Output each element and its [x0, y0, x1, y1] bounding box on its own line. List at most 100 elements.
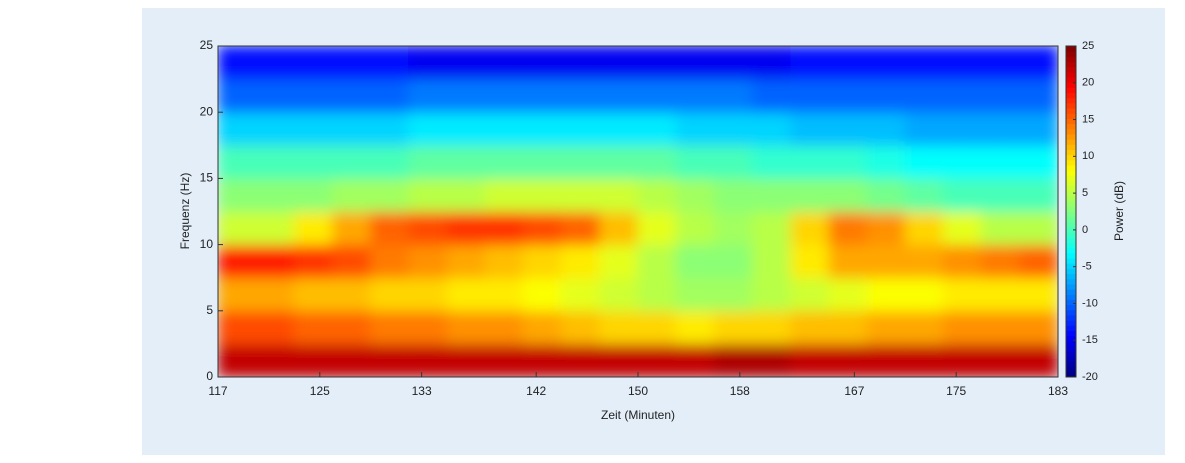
heatmap-cell — [942, 144, 983, 179]
x-tick-label: 175 — [946, 384, 966, 398]
heatmap-cell — [218, 78, 257, 113]
heatmap-cell — [446, 277, 486, 312]
x-tick-label: 125 — [310, 384, 330, 398]
heatmap-cell — [599, 211, 639, 246]
heatmap-cell — [408, 78, 448, 113]
heatmap-cell — [293, 144, 334, 179]
colorbar-step — [1066, 237, 1076, 244]
colorbar-step — [1066, 87, 1076, 94]
colorbar-step — [1066, 206, 1076, 212]
heatmap-cell — [255, 343, 295, 377]
y-tick-label: 0 — [206, 369, 213, 383]
x-tick-label: 117 — [208, 384, 227, 398]
heatmap-cell — [752, 244, 792, 279]
colorbar-step — [1066, 309, 1076, 316]
heatmap-cell — [255, 111, 295, 146]
heatmap-cell — [446, 78, 486, 113]
heatmap-cell — [713, 343, 754, 377]
heatmap-cell — [942, 211, 983, 246]
heatmap-cell — [561, 211, 601, 246]
heatmap-cell — [484, 78, 524, 113]
x-axis-label: Zeit (Minuten) — [601, 408, 675, 422]
heatmap-cell — [408, 111, 448, 146]
colorbar-step — [1066, 92, 1076, 99]
heatmap-cell — [522, 343, 563, 377]
heatmap-cell — [981, 277, 1021, 312]
heatmap-cell — [218, 244, 257, 279]
heatmap-cell — [675, 343, 715, 377]
heatmap-cell — [828, 111, 868, 146]
heatmap-cell — [446, 211, 486, 246]
heatmap-cell — [1019, 144, 1058, 179]
heatmap-cell — [255, 78, 295, 113]
heatmap-cell — [408, 46, 448, 80]
heatmap-cell — [370, 111, 410, 146]
x-tick-label: 183 — [1048, 384, 1068, 398]
heatmap-cell — [866, 211, 906, 246]
heatmap-cell — [675, 177, 715, 212]
heatmap-cell — [904, 144, 944, 179]
y-tick-label: 10 — [200, 237, 214, 251]
colorbar-step — [1066, 351, 1076, 357]
x-tick-label: 167 — [844, 384, 864, 398]
colorbar-step — [1066, 113, 1076, 119]
heatmap-cell — [637, 144, 677, 179]
heatmap-cell — [484, 343, 524, 377]
heatmap-cell — [713, 277, 754, 312]
heatmap-cell — [752, 277, 792, 312]
heatmap-cell — [904, 211, 944, 246]
colorbar-step — [1066, 195, 1076, 202]
heatmap-cell — [904, 244, 944, 279]
colorbar-step — [1066, 185, 1076, 192]
heatmap-cell — [408, 211, 448, 246]
heatmap-cell — [713, 310, 754, 345]
heatmap-cell — [942, 277, 983, 312]
heatmap-cell — [332, 211, 372, 246]
heatmap-cell — [981, 78, 1021, 113]
colorbar-step — [1066, 190, 1076, 197]
heatmap-cell — [522, 46, 563, 80]
heatmap-cell — [790, 244, 830, 279]
heatmap-cell — [790, 111, 830, 146]
heatmap-cell — [218, 277, 257, 312]
x-tick-label: 158 — [730, 384, 750, 398]
heatmap-cell — [866, 46, 906, 80]
colorbar-step — [1066, 304, 1076, 311]
colorbar-step — [1066, 294, 1076, 300]
heatmap-cell — [637, 310, 677, 345]
colorbar-step — [1066, 340, 1076, 347]
heatmap-cell — [484, 46, 524, 80]
colorbar-tick-label: 10 — [1082, 150, 1094, 162]
x-tick-label: 142 — [526, 384, 546, 398]
heatmap-cell — [675, 46, 715, 80]
heatmap-cell — [255, 46, 295, 80]
colorbar-step — [1066, 201, 1076, 207]
heatmap-cell — [790, 343, 830, 377]
heatmap-cell — [522, 211, 563, 246]
heatmap-cell — [675, 277, 715, 312]
heatmap-cell — [332, 111, 372, 146]
heatmap-cell — [981, 46, 1021, 80]
heatmap-cell — [408, 343, 448, 377]
x-tick-label: 150 — [628, 384, 648, 398]
heatmap-cell — [370, 177, 410, 212]
colorbar-step — [1066, 232, 1076, 238]
colorbar-step — [1066, 366, 1076, 373]
colorbar-step — [1066, 170, 1076, 176]
colorbar-step — [1066, 216, 1076, 223]
heatmap-cell — [713, 111, 754, 146]
heatmap-cell — [904, 111, 944, 146]
heatmap-cell — [293, 46, 334, 80]
heatmap-cell — [637, 277, 677, 312]
heatmap-cell — [752, 343, 792, 377]
colorbar-step — [1066, 299, 1076, 306]
heatmap-cell — [370, 211, 410, 246]
heatmap-cell — [1019, 244, 1058, 279]
heatmap-cell — [752, 177, 792, 212]
heatmap-cell — [446, 111, 486, 146]
heatmap-cell — [293, 310, 334, 345]
heatmap-cell — [828, 277, 868, 312]
heatmap-cell — [1019, 111, 1058, 146]
heatmap-cell — [981, 177, 1021, 212]
